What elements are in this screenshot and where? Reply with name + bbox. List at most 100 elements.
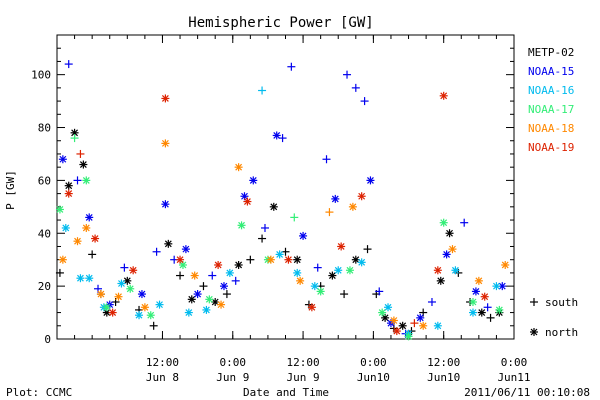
x-tick-time-label: 12:00 bbox=[146, 356, 179, 369]
data-point bbox=[120, 263, 129, 272]
data-point bbox=[351, 83, 360, 92]
data-point bbox=[460, 218, 469, 227]
data-point bbox=[155, 300, 164, 309]
data-point bbox=[76, 274, 85, 283]
data-point bbox=[477, 308, 486, 317]
data-point bbox=[419, 321, 428, 330]
data-point bbox=[392, 327, 401, 336]
data-point bbox=[381, 313, 390, 322]
data-point bbox=[492, 282, 501, 291]
data-point bbox=[161, 200, 170, 209]
data-point bbox=[325, 208, 334, 217]
data-point bbox=[58, 255, 67, 264]
data-point bbox=[108, 308, 117, 317]
data-point bbox=[366, 176, 375, 185]
data-point bbox=[290, 213, 299, 222]
data-point bbox=[176, 255, 185, 264]
data-point bbox=[82, 223, 91, 232]
data-point bbox=[269, 202, 278, 211]
data-point bbox=[152, 247, 161, 256]
x-tick-time-label: 0:00 bbox=[501, 356, 528, 369]
data-point bbox=[140, 303, 149, 312]
data-point bbox=[237, 221, 246, 230]
data-point bbox=[64, 181, 73, 190]
data-point bbox=[258, 234, 267, 243]
data-point bbox=[260, 223, 269, 232]
marker-legend-symbol bbox=[530, 328, 538, 336]
x-tick-date-label: Jun10 bbox=[357, 371, 390, 384]
legend-entry: NOAA-17 bbox=[528, 103, 574, 116]
series-noaa-17 bbox=[55, 134, 504, 341]
data-point bbox=[278, 134, 287, 143]
data-point bbox=[249, 176, 258, 185]
legend-entry: NOAA-16 bbox=[528, 84, 574, 97]
data-point bbox=[76, 149, 85, 158]
data-point bbox=[501, 260, 510, 269]
data-point bbox=[70, 128, 79, 137]
data-point bbox=[217, 300, 226, 309]
data-point bbox=[55, 205, 64, 214]
data-point bbox=[61, 223, 70, 232]
data-point bbox=[480, 292, 489, 301]
y-tick-label: 0 bbox=[44, 333, 51, 346]
data-point bbox=[495, 305, 504, 314]
plot-timestamp: 2011/06/11 00:10:08 bbox=[464, 386, 590, 399]
legend-entry: NOAA-19 bbox=[528, 141, 574, 154]
data-point bbox=[410, 319, 419, 328]
data-point bbox=[58, 155, 67, 164]
data-point bbox=[307, 303, 316, 312]
data-point bbox=[225, 268, 234, 277]
data-point bbox=[363, 245, 372, 254]
data-point bbox=[184, 308, 193, 317]
data-point bbox=[234, 260, 243, 269]
data-point bbox=[337, 242, 346, 251]
marker-legend-symbol bbox=[530, 298, 538, 306]
y-tick-label: 40 bbox=[38, 227, 51, 240]
y-tick-label: 20 bbox=[38, 280, 51, 293]
marker-legend: south north bbox=[530, 296, 578, 339]
legend-entry: NOAA-18 bbox=[528, 122, 574, 135]
data-point bbox=[117, 279, 126, 288]
data-point bbox=[471, 287, 480, 296]
data-point bbox=[293, 268, 302, 277]
marker-legend-label: north bbox=[545, 326, 578, 339]
data-point bbox=[202, 305, 211, 314]
data-point bbox=[448, 245, 457, 254]
data-point bbox=[345, 266, 354, 275]
data-point bbox=[190, 271, 199, 280]
data-point bbox=[88, 250, 97, 259]
x-tick-time-label: 12:00 bbox=[427, 356, 460, 369]
data-point bbox=[64, 189, 73, 198]
y-axis-label: P [GW] bbox=[4, 170, 17, 210]
data-point bbox=[284, 255, 293, 264]
data-point bbox=[398, 321, 407, 330]
data-point bbox=[102, 308, 111, 317]
data-point bbox=[334, 266, 343, 275]
data-point bbox=[442, 250, 451, 259]
data-point bbox=[275, 250, 284, 259]
x-tick-date-label: Jun 8 bbox=[146, 371, 179, 384]
data-point bbox=[360, 97, 369, 106]
data-point bbox=[85, 274, 94, 283]
data-point bbox=[114, 292, 123, 301]
data-point bbox=[404, 332, 413, 341]
data-point bbox=[214, 260, 223, 269]
data-point bbox=[73, 237, 82, 246]
chart-title: Hemispheric Power [GW] bbox=[188, 15, 373, 31]
data-point bbox=[357, 258, 366, 267]
x-axis-ticks: 12:00 Jun 8 0:00 Jun 9 12:00 Jun 9 0:00 Jun10 12… bbox=[74, 35, 531, 384]
data-point bbox=[427, 297, 436, 306]
data-point bbox=[375, 287, 384, 296]
data-point bbox=[310, 282, 319, 291]
legend: METP-02 NOAA-15 NOAA-16 NOAA-17 NOAA-18 NOAA-… bbox=[528, 46, 574, 154]
x-tick-date-label: Jun 9 bbox=[216, 371, 249, 384]
data-point bbox=[149, 321, 158, 330]
data-point bbox=[82, 176, 91, 185]
x-axis-label: Date and Time bbox=[243, 386, 329, 399]
data-point bbox=[135, 311, 144, 320]
data-point bbox=[468, 308, 477, 317]
data-point bbox=[258, 86, 267, 95]
data-point bbox=[486, 313, 495, 322]
legend-entry: METP-02 bbox=[528, 46, 574, 59]
data-point bbox=[299, 231, 308, 240]
